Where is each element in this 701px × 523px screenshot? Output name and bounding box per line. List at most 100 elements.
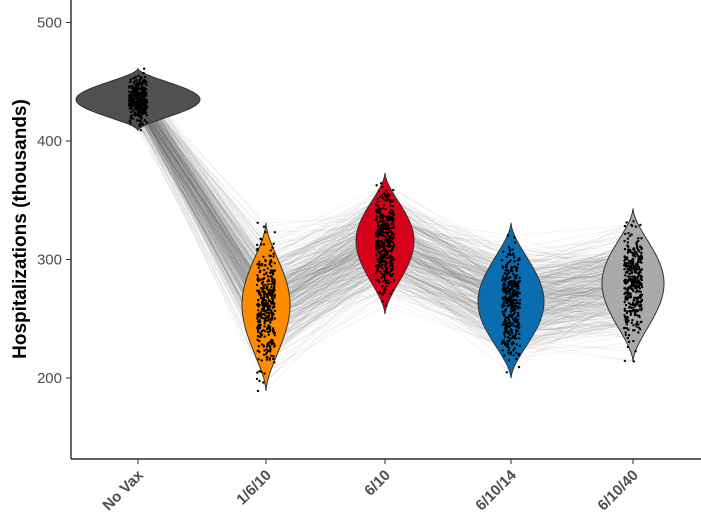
data-point: [640, 293, 644, 296]
data-point: [517, 354, 520, 357]
data-point: [391, 268, 394, 271]
data-point: [503, 301, 506, 304]
data-point: [516, 280, 520, 283]
data-point: [256, 389, 260, 393]
data-point: [390, 231, 393, 235]
data-point: [262, 284, 265, 287]
data-point: [383, 279, 386, 282]
data-point: [258, 260, 261, 263]
data-point: [143, 76, 147, 79]
data-point: [384, 286, 387, 289]
data-point: [379, 182, 383, 185]
data-point: [138, 125, 141, 128]
data-point: [392, 279, 396, 282]
data-point: [632, 258, 635, 261]
data-point: [376, 225, 380, 228]
data-point: [516, 290, 520, 294]
data-point: [374, 272, 378, 275]
data-point: [384, 222, 387, 225]
data-point: [270, 286, 273, 289]
data-point: [501, 284, 505, 287]
data-point: [145, 105, 148, 108]
data-point: [634, 286, 637, 289]
data-point: [261, 317, 264, 320]
data-point: [504, 320, 508, 323]
data-point: [256, 263, 260, 266]
data-point: [383, 270, 387, 274]
data-point: [138, 101, 141, 105]
data-point: [500, 259, 504, 262]
data-point: [516, 318, 520, 321]
data-point: [266, 267, 269, 270]
data-point: [627, 262, 630, 265]
data-point: [388, 212, 392, 215]
data-point: [269, 318, 272, 321]
data-point: [256, 334, 260, 338]
data-point: [263, 349, 266, 352]
data-point: [629, 303, 632, 306]
data-point: [270, 297, 274, 300]
data-point: [264, 283, 267, 286]
data-point: [265, 355, 268, 359]
data-point: [386, 239, 389, 242]
data-point: [386, 272, 389, 276]
data-point: [508, 333, 512, 337]
data-point: [622, 264, 626, 267]
data-point: [634, 297, 637, 300]
data-point: [391, 289, 395, 292]
data-point: [379, 195, 382, 199]
data-point: [634, 255, 637, 258]
data-point: [626, 281, 629, 284]
data-point: [387, 249, 391, 253]
data-point: [512, 252, 515, 255]
data-point: [376, 211, 379, 214]
data-point: [511, 295, 514, 298]
data-point: [273, 293, 277, 297]
data-point: [133, 114, 137, 117]
data-point: [640, 278, 643, 282]
data-point: [506, 234, 510, 237]
data-point: [268, 254, 271, 257]
data-point: [507, 331, 511, 335]
data-point: [505, 266, 508, 269]
data-point: [634, 266, 637, 269]
data-point: [374, 243, 378, 246]
data-point: [629, 275, 632, 278]
data-point: [636, 279, 640, 282]
data-point: [511, 314, 514, 317]
data-point: [631, 262, 635, 265]
data-point: [380, 253, 383, 256]
data-point: [267, 291, 270, 294]
data-point: [269, 321, 272, 324]
data-point: [508, 301, 511, 304]
data-point: [516, 266, 519, 269]
data-point: [637, 282, 640, 285]
data-point: [639, 290, 642, 293]
data-point: [507, 321, 510, 325]
data-point: [267, 298, 271, 302]
data-point: [501, 278, 504, 281]
data-point: [509, 353, 512, 356]
data-point: [631, 264, 635, 267]
data-point: [627, 334, 631, 337]
data-point: [392, 243, 396, 246]
data-point: [267, 333, 270, 336]
data-point: [503, 327, 507, 330]
data-point: [273, 361, 276, 364]
data-point: [381, 230, 384, 234]
data-point: [379, 224, 382, 227]
data-point: [389, 292, 392, 296]
data-point: [637, 260, 640, 264]
data-point: [380, 276, 383, 279]
data-point: [265, 348, 268, 351]
data-point: [512, 324, 515, 327]
data-point: [505, 287, 509, 290]
data-point: [502, 312, 505, 316]
data-point: [135, 101, 138, 104]
data-point: [631, 278, 635, 282]
y-tick-label: 500: [37, 15, 62, 32]
data-point: [630, 280, 633, 283]
data-point: [505, 255, 508, 259]
data-point: [639, 295, 643, 299]
